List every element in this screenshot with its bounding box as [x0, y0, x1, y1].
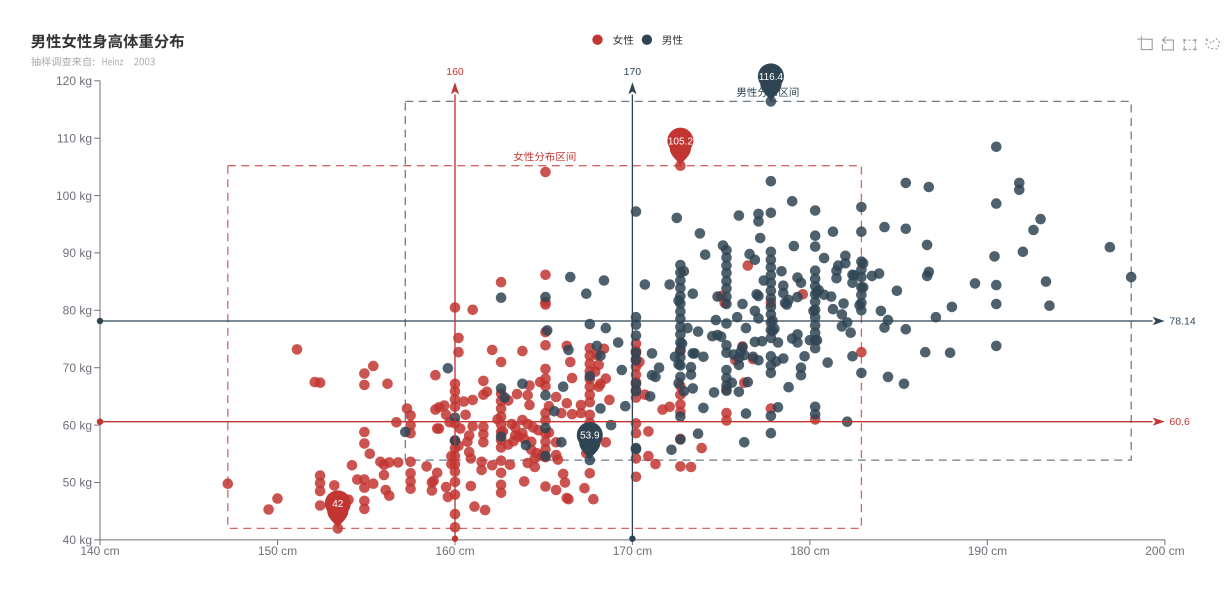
svg-text:80 kg: 80 kg — [63, 304, 92, 318]
svg-text:53.9: 53.9 — [580, 431, 600, 442]
svg-text:100 kg: 100 kg — [56, 189, 92, 203]
svg-text:120 kg: 120 kg — [56, 74, 92, 88]
svg-text:160: 160 — [446, 66, 464, 78]
svg-text:150 cm: 150 cm — [258, 544, 297, 558]
svg-text:160 cm: 160 cm — [435, 544, 474, 558]
svg-text:170 cm: 170 cm — [613, 544, 652, 558]
svg-text:116.4: 116.4 — [759, 72, 784, 83]
svg-text:60.6: 60.6 — [1169, 416, 1190, 428]
svg-text:60 kg: 60 kg — [63, 418, 92, 432]
svg-text:180 cm: 180 cm — [790, 544, 829, 558]
svg-text:40 kg: 40 kg — [63, 533, 92, 547]
svg-text:78.14: 78.14 — [1169, 316, 1195, 328]
svg-text:190 cm: 190 cm — [968, 544, 1007, 558]
svg-text:90 kg: 90 kg — [63, 246, 92, 260]
svg-text:42: 42 — [332, 499, 344, 510]
svg-text:110 kg: 110 kg — [57, 131, 92, 145]
svg-text:50 kg: 50 kg — [63, 476, 92, 490]
svg-text:170: 170 — [624, 66, 642, 78]
svg-text:105.2: 105.2 — [668, 136, 693, 147]
svg-text:70 kg: 70 kg — [63, 361, 92, 375]
svg-text:200 cm: 200 cm — [1145, 544, 1184, 558]
svg-text:140 cm: 140 cm — [80, 544, 119, 558]
